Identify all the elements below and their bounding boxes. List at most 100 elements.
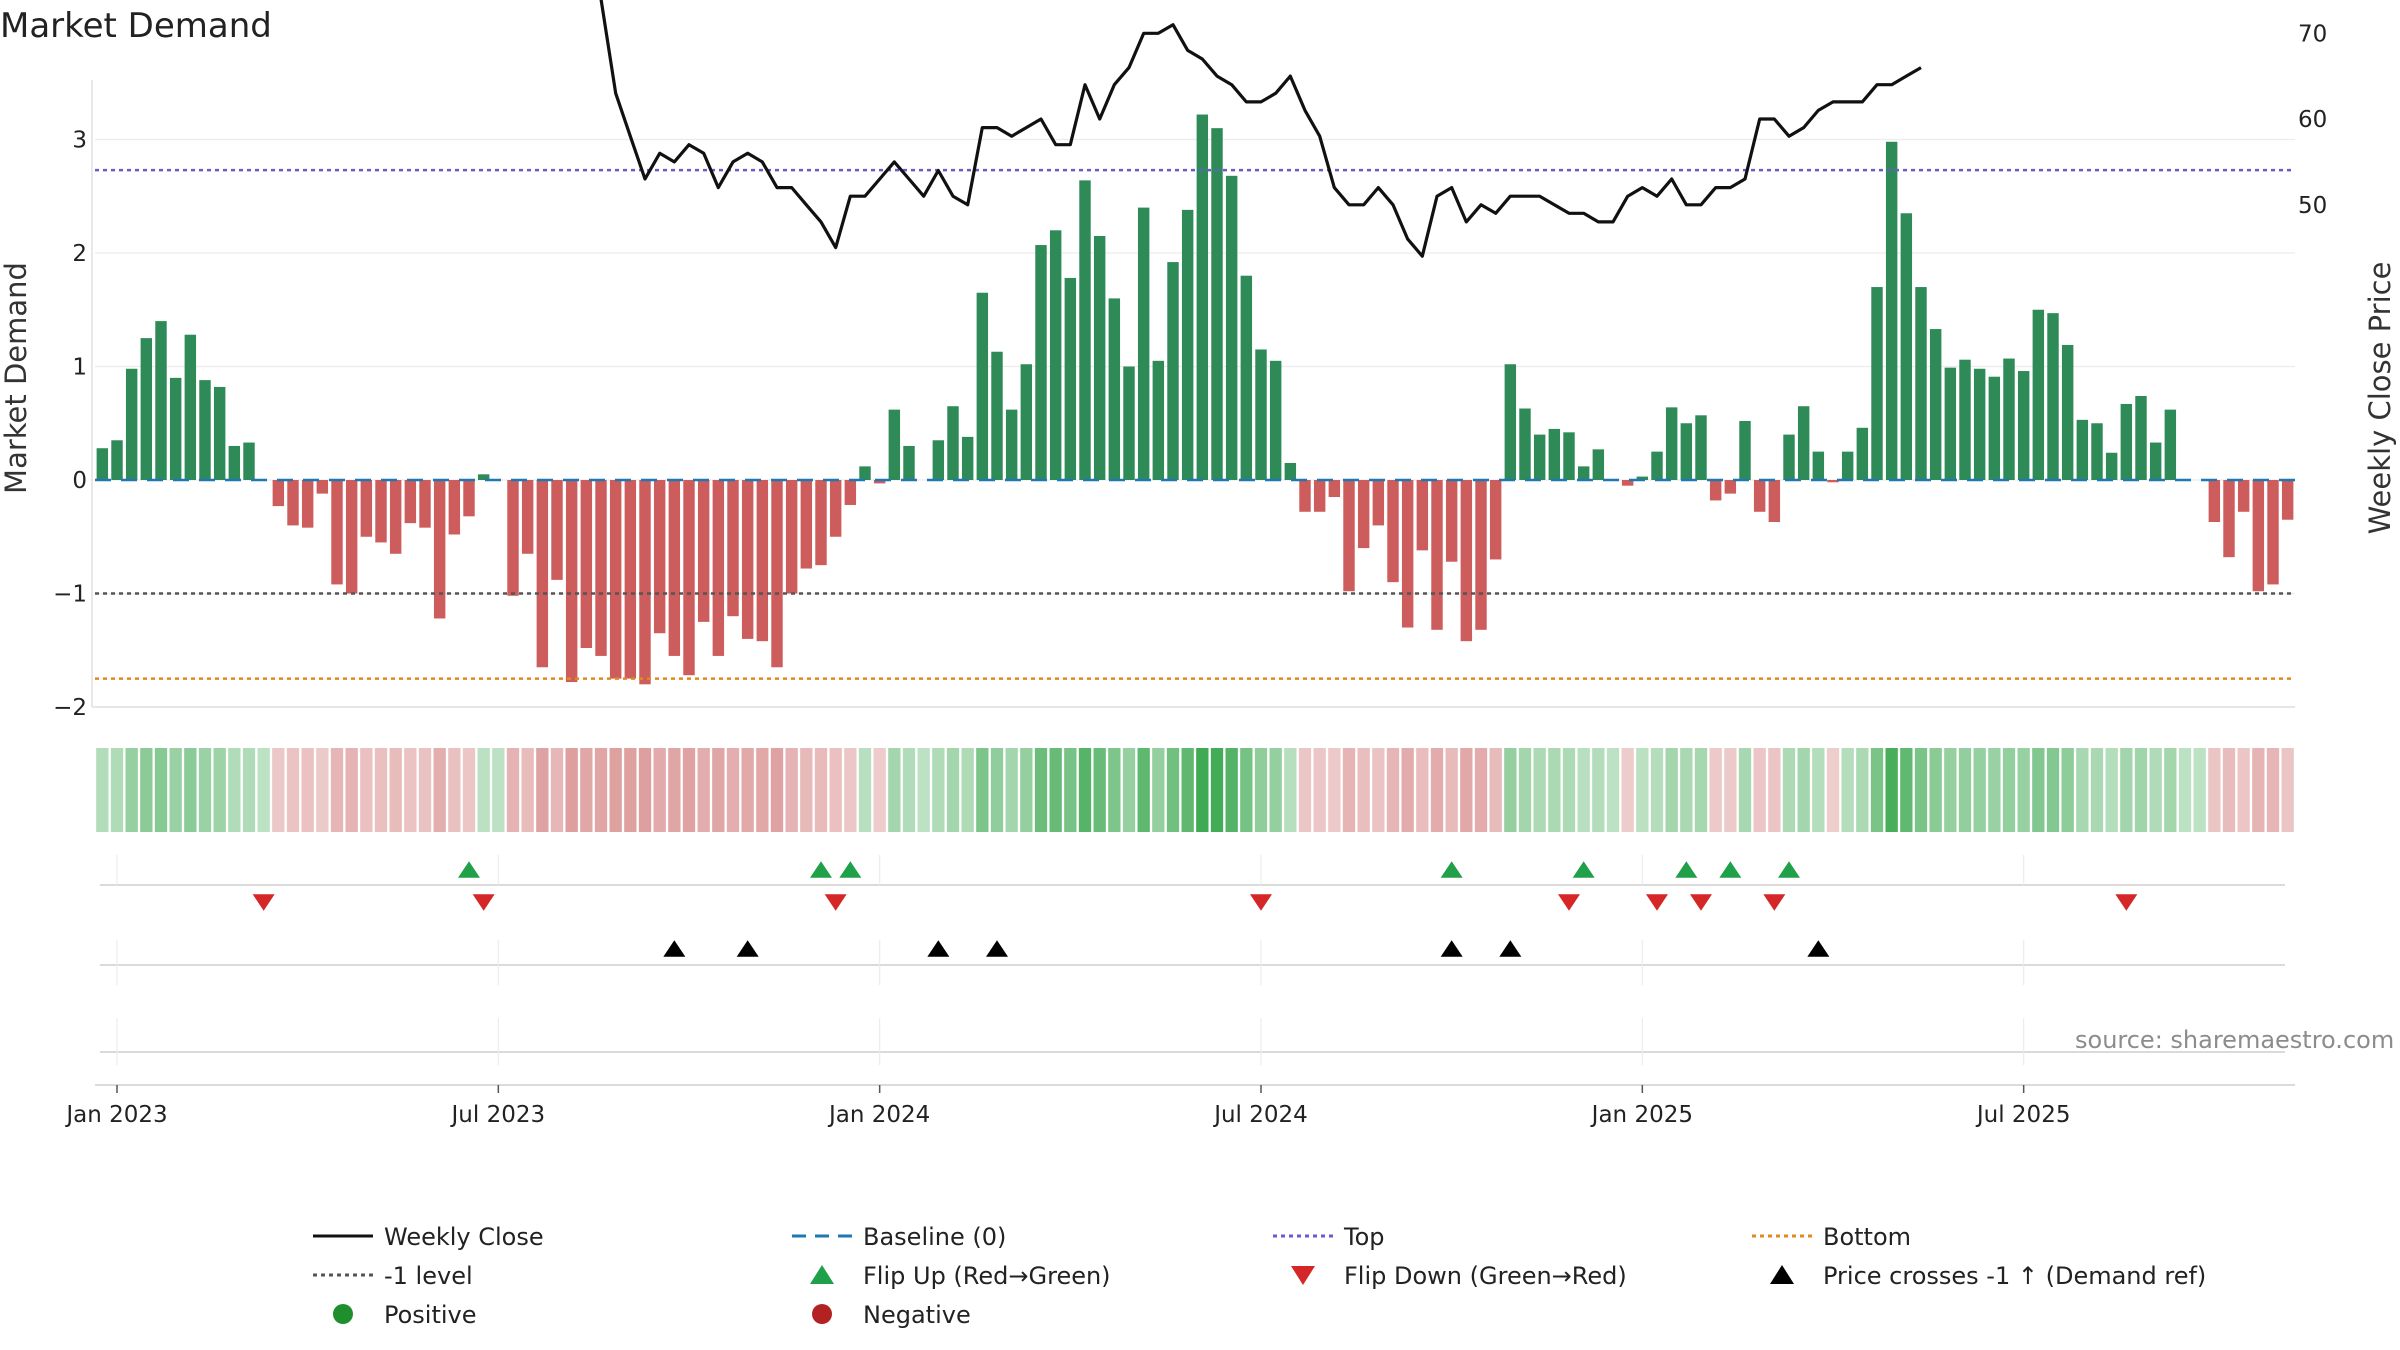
negative-bar [815,480,827,566]
heat-cell [888,748,901,832]
negative-bar [1445,480,1458,562]
negative-bar [536,480,549,668]
weekly-close-line [599,0,1922,258]
positive-bar [1108,298,1121,480]
source-note: source: sharemaestro.com [2075,1026,2394,1054]
negative-bar [463,480,475,517]
heat-cell [477,748,490,832]
flip-up-marker [1572,861,1595,878]
heat-cell [1386,748,1400,832]
heat-cell [990,748,1004,832]
negative-bar [2252,480,2265,592]
positive-bar [1035,245,1047,480]
y-tick-label: 1 [72,355,87,381]
x-tick-label: Jan 2024 [827,1102,930,1128]
heat-cell [1577,748,1590,832]
heat-cell [712,748,725,832]
heat-cell [404,748,417,832]
positive-bar [1651,451,1663,480]
positive-bar [1856,427,1869,480]
negative-bar [580,480,593,648]
legend-label: Negative [863,1301,971,1329]
negative-bar [2237,480,2250,512]
negative-bar [1357,480,1370,549]
heat-cell [594,748,608,832]
heat-cell [1929,748,1942,832]
heat-cell [1504,748,1517,832]
positive-bar [1665,407,1678,480]
positive-bar [1167,262,1179,480]
x-tick-label: Jan 2023 [64,1102,167,1128]
heat-cell [2237,748,2250,832]
negative-bar [301,480,314,528]
positive-bar [1020,364,1033,480]
heat-cell [902,748,916,832]
heat-cell [140,748,153,832]
positive-bar [1519,408,1531,480]
heat-cell [1254,748,1268,832]
flip-down-marker [1646,894,1668,911]
positive-bar [1680,423,1693,480]
heat-cell [1460,748,1473,832]
heat-cell [1342,748,1356,832]
heat-cell [257,748,270,832]
heat-cell [1166,748,1180,832]
heat-cell [1738,748,1752,832]
negative-bar [551,480,563,580]
heat-cell [638,748,652,832]
heat-cell [2222,748,2236,832]
negative-bar [1753,480,1766,512]
flip-down-marker [472,894,495,911]
y-axis-right-label: Weekly Close Price [2363,262,2397,535]
heat-cell [1958,748,1972,832]
positive-bar [1255,349,1267,480]
demand-heat-strip [96,748,2294,832]
heat-cell [1782,748,1796,832]
negative-bar [1372,480,1385,526]
positive-bar [477,474,490,480]
heat-cell [448,748,461,832]
negative-bar [785,480,798,594]
positive-bar [199,380,211,480]
negative-bar [1313,480,1326,512]
heat-cell [330,748,344,832]
heat-cell [1269,748,1282,832]
y-tick-label: 3 [72,128,87,154]
heat-cell [1152,748,1165,832]
positive-bar [140,338,153,480]
heat-cell [946,748,960,832]
negative-bar [272,480,285,507]
heat-cell [1841,748,1854,832]
negative-bar [507,480,519,596]
price-line-group [599,0,1922,258]
heat-cell [169,748,182,832]
positive-bar [2076,419,2089,480]
heat-cell [1900,748,1913,832]
heat-cell [1518,748,1532,832]
legend-label: Positive [384,1301,477,1329]
positive-bar [2032,309,2045,480]
heat-cell [976,748,989,832]
positive-bar [932,440,945,480]
flip-down-marker [1690,894,1712,911]
negative-bar [844,480,857,505]
negative-bar [1343,480,1355,592]
negative-bar [1328,480,1341,498]
negative-bar [1460,480,1473,642]
price-cross-marker [1499,940,1522,957]
heat-cell [345,748,358,832]
heat-cell [873,748,886,832]
positive-bar [1841,451,1854,480]
negative-bar [1299,480,1311,512]
negative-bar [873,480,886,484]
heat-cell [1988,748,2001,832]
positive-bar [2017,371,2030,480]
negative-bar [653,480,666,634]
positive-bar [976,292,989,480]
heat-cell [1240,748,1253,832]
heat-cell [2134,748,2148,832]
heat-cell [2266,748,2280,832]
positive-bar [2091,423,2103,480]
negative-bar [2281,480,2294,520]
